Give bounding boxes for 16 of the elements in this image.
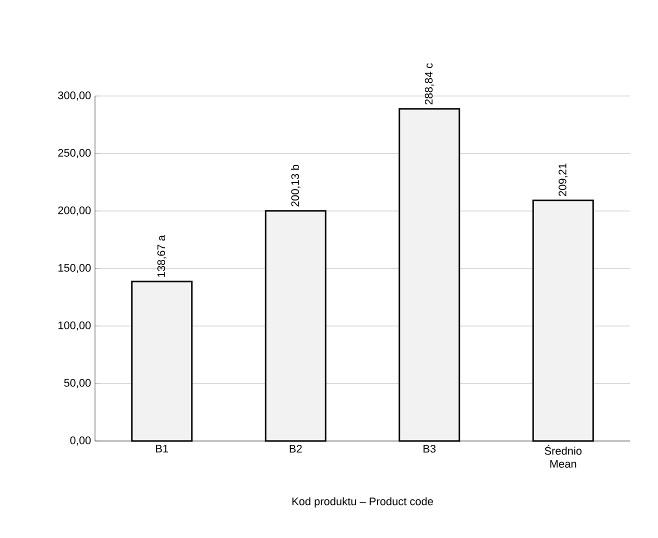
x-tick-label: B1 <box>156 444 168 452</box>
data-label: 138,67 a <box>157 235 166 277</box>
y-tick-label: 100,00 <box>58 321 91 331</box>
y-tick-label: 150,00 <box>58 264 91 274</box>
y-tick-label: 300,00 <box>58 91 91 101</box>
x-tick-label: Średnio Mean <box>544 444 582 468</box>
data-label: 209,21 <box>558 164 568 196</box>
data-label: 288,84 c <box>424 63 434 104</box>
data-label: 200,13 b <box>290 164 300 206</box>
y-tick-label: 0,00 <box>70 436 91 446</box>
x-tick-label: B2 <box>290 444 302 453</box>
x-axis-title: Kod produktu – Product code <box>292 497 433 508</box>
y-tick-label: 200,00 <box>58 206 91 216</box>
y-tick-label: 50,00 <box>64 378 91 388</box>
y-tick-label: 250,00 <box>58 148 91 158</box>
x-tick-label: B3 <box>424 444 436 453</box>
